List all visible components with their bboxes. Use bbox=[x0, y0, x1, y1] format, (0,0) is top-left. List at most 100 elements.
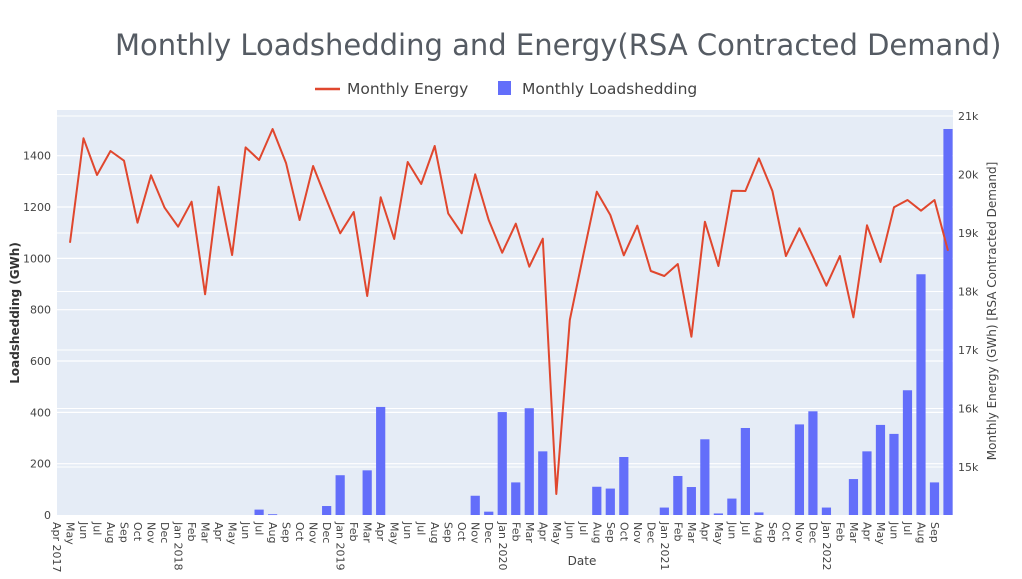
x-tick-label: Sep bbox=[604, 522, 617, 543]
y-tick-label: 0 bbox=[44, 509, 51, 522]
y-tick-label: 1400 bbox=[23, 150, 51, 163]
x-tick-label: Apr bbox=[212, 522, 225, 542]
legend-loadshedding-label[interactable]: Monthly Loadshedding bbox=[522, 80, 697, 98]
x-tick-label: Oct bbox=[779, 522, 792, 542]
x-tick-label: Dec bbox=[158, 522, 171, 543]
loadshedding-bar bbox=[660, 508, 669, 515]
x-tick-label: Dec bbox=[644, 522, 657, 543]
x-tick-label: Mar bbox=[685, 522, 698, 543]
y-tick-label: 400 bbox=[30, 406, 51, 419]
x-tick-label: Nov bbox=[145, 522, 158, 544]
x-tick-label: Dec bbox=[482, 522, 495, 543]
y2-tick-label: 15k bbox=[958, 461, 979, 474]
loadshedding-bar bbox=[363, 470, 372, 515]
loadshedding-bar bbox=[592, 487, 601, 515]
loadshedding-bar bbox=[673, 476, 682, 515]
x-tick-label: Jan 2020 bbox=[496, 521, 509, 570]
x-tick-label: May bbox=[388, 522, 401, 545]
loadshedding-bar bbox=[619, 457, 628, 515]
loadshedding-bar bbox=[700, 439, 709, 515]
loadshedding-bar bbox=[727, 499, 736, 515]
loadshedding-bar bbox=[376, 407, 385, 515]
x-tick-label: Nov bbox=[469, 522, 482, 544]
x-tick-label: Mar bbox=[847, 522, 860, 543]
x-tick-label: Feb bbox=[185, 522, 198, 541]
loadshedding-bar bbox=[916, 274, 925, 515]
x-tick-label: May bbox=[64, 522, 77, 545]
x-tick-label: Oct bbox=[617, 522, 630, 542]
y-tick-label: 800 bbox=[30, 304, 51, 317]
x-tick-label: Aug bbox=[104, 522, 117, 543]
x-tick-label: Feb bbox=[833, 522, 846, 541]
x-tick-label: Jun bbox=[77, 521, 90, 539]
x-tick-label: Oct bbox=[293, 522, 306, 542]
y2-tick-label: 21k bbox=[958, 110, 979, 123]
x-tick-label: Mar bbox=[199, 522, 212, 543]
x-tick-label: Sep bbox=[766, 522, 779, 543]
x-tick-label: Mar bbox=[361, 522, 374, 543]
loadshedding-bar bbox=[606, 489, 615, 515]
x-tick-label: Sep bbox=[928, 522, 941, 543]
loadshedding-bar bbox=[849, 479, 858, 515]
loadshedding-bar bbox=[525, 408, 534, 515]
x-tick-label: Dec bbox=[320, 522, 333, 543]
x-tick-label: May bbox=[712, 522, 725, 545]
loadshedding-bar bbox=[754, 512, 763, 515]
x-tick-label: May bbox=[226, 522, 239, 545]
loadshedding-bar bbox=[687, 487, 696, 515]
x-tick-label: Jul bbox=[91, 521, 104, 535]
loadshedding-bar bbox=[943, 129, 952, 515]
x-tick-label: May bbox=[550, 522, 563, 545]
loadshedding-bar bbox=[511, 482, 520, 515]
legend-energy-label[interactable]: Monthly Energy bbox=[347, 80, 468, 98]
x-tick-label: Apr bbox=[698, 522, 711, 542]
x-tick-label: Apr bbox=[536, 522, 549, 542]
x-tick-label: Jun bbox=[888, 521, 901, 539]
y-axis-ticks: 0 200 400 600 800 1000 1200 1400 bbox=[23, 150, 51, 522]
y-tick-label: 1000 bbox=[23, 252, 51, 265]
x-tick-label: Oct bbox=[455, 522, 468, 542]
y2-axis-title: Monthly Energy (GWh) [RSA Contracted Dem… bbox=[985, 162, 999, 461]
x-tick-label: Aug bbox=[752, 522, 765, 543]
x-tick-label: Feb bbox=[347, 522, 360, 541]
loadshedding-bar bbox=[876, 425, 885, 515]
y-tick-label: 200 bbox=[30, 458, 51, 471]
loadshedding-bar bbox=[538, 451, 547, 515]
y-axis-title: Loadshedding (GWh) bbox=[8, 242, 22, 384]
x-tick-label: Jan 2019 bbox=[334, 521, 347, 570]
x-tick-label: May bbox=[874, 522, 887, 545]
x-tick-label: Jun bbox=[401, 521, 414, 539]
legend-loadshedding-swatch bbox=[498, 81, 511, 95]
x-tick-label: Jun bbox=[563, 521, 576, 539]
loadshedding-bar bbox=[484, 512, 493, 515]
y2-tick-label: 18k bbox=[958, 286, 979, 299]
x-tick-label: Mar bbox=[523, 522, 536, 543]
y2-tick-label: 16k bbox=[958, 402, 979, 415]
y-tick-label: 1200 bbox=[23, 201, 51, 214]
x-tick-label: Sep bbox=[442, 522, 455, 543]
loadshedding-bar bbox=[930, 482, 939, 515]
x-tick-label: Oct bbox=[131, 522, 144, 542]
legend[interactable]: Monthly Energy Monthly Loadshedding bbox=[315, 80, 697, 98]
x-tick-label: Apr bbox=[374, 522, 387, 542]
chart-title: Monthly Loadshedding and Energy(RSA Cont… bbox=[115, 28, 1001, 62]
y2-tick-label: 17k bbox=[958, 344, 979, 357]
loadshedding-bar bbox=[714, 513, 723, 515]
x-tick-label: Jul bbox=[253, 521, 266, 535]
x-tick-label: Nov bbox=[631, 522, 644, 544]
loadshedding-bar bbox=[889, 434, 898, 515]
y2-tick-label: 19k bbox=[958, 227, 979, 240]
loadshedding-bar bbox=[741, 428, 750, 515]
loadshedding-bar bbox=[808, 411, 817, 515]
x-tick-label: Jun bbox=[725, 521, 738, 539]
loadshedding-bar bbox=[862, 451, 871, 515]
y-tick-label: 600 bbox=[30, 355, 51, 368]
x-tick-label: Jan 2021 bbox=[658, 521, 671, 570]
x-tick-label: Apr bbox=[861, 522, 874, 542]
x-tick-label: Jul bbox=[415, 521, 428, 535]
x-tick-label: Jul bbox=[739, 521, 752, 535]
x-tick-label: Aug bbox=[590, 522, 603, 543]
x-axis-title: Date bbox=[568, 554, 597, 568]
